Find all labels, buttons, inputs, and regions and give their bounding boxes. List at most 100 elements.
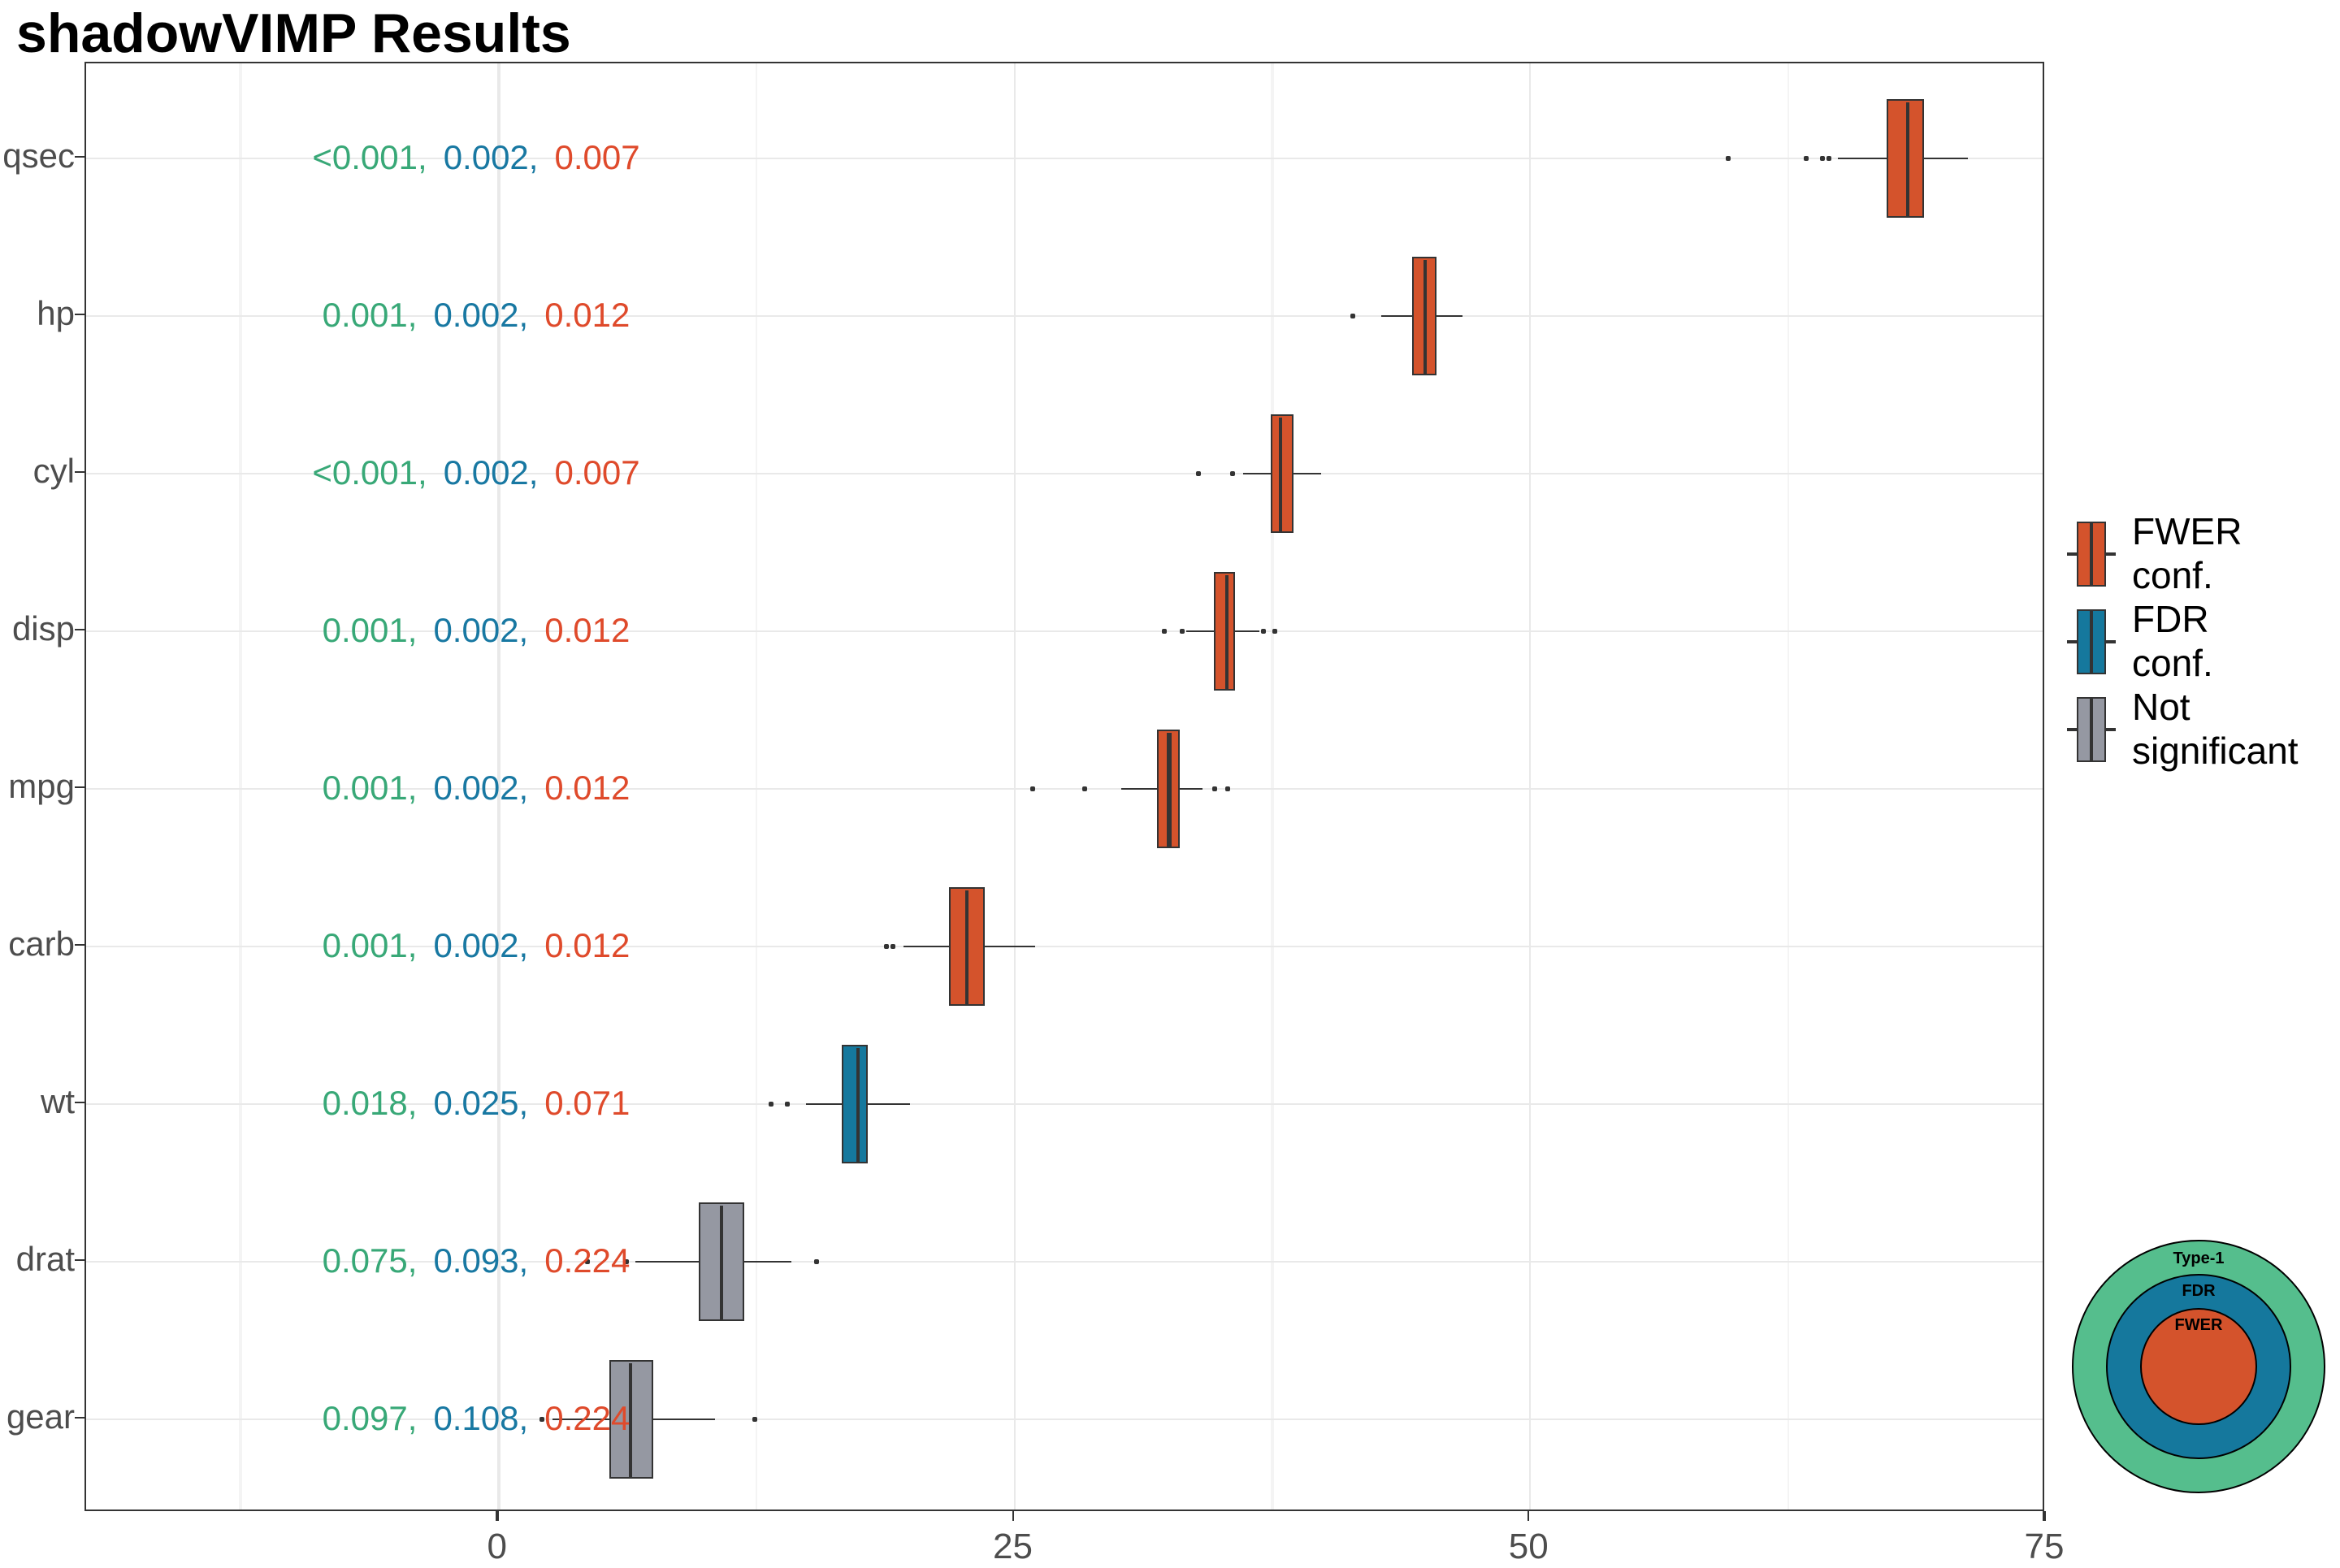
p-value-disp-2: 0.012 bbox=[544, 612, 630, 649]
p-value-cyl-2: 0.007 bbox=[554, 454, 640, 492]
p-value-label-mpg: 0.001, 0.002, 0.012 bbox=[265, 766, 687, 812]
outlier-dot-disp bbox=[1162, 629, 1168, 634]
legend-item-not-significant: Not significant bbox=[2067, 686, 2299, 773]
chart-title: shadowVIMP Results bbox=[16, 3, 571, 65]
p-value-qsec-1: 0.002, bbox=[443, 139, 539, 176]
outlier-dot-qsec bbox=[1826, 156, 1832, 161]
boxplot-median-wt bbox=[856, 1047, 860, 1161]
boxplot-key-icon bbox=[2067, 518, 2116, 590]
outlier-dot-cyl bbox=[1195, 471, 1201, 476]
p-value-hp-0: 0.001, bbox=[322, 297, 418, 334]
legend-item-fdr: FDR conf. bbox=[2067, 598, 2299, 686]
boxplot-median-disp bbox=[1224, 574, 1229, 688]
legend-label-line1: FWER bbox=[2132, 510, 2242, 552]
p-value-gear-0: 0.097, bbox=[322, 1400, 418, 1437]
p-value-wt-1: 0.025, bbox=[433, 1085, 529, 1122]
outlier-dot-mpg bbox=[1030, 786, 1036, 791]
p-value-label-drat: 0.075, 0.093, 0.224 bbox=[265, 1239, 687, 1284]
gridline-minor-vertical bbox=[1271, 63, 1274, 1510]
boxplot-key-icon bbox=[2067, 606, 2116, 678]
legend-label-line2: significant bbox=[2132, 730, 2299, 772]
gridline-major-vertical bbox=[497, 63, 500, 1510]
y-tick-label-hp: hp bbox=[37, 295, 75, 332]
p-value-drat-2: 0.224 bbox=[544, 1242, 630, 1280]
y-axis-tick-qsec bbox=[75, 155, 84, 158]
p-value-carb-0: 0.001, bbox=[322, 927, 418, 964]
p-value-cyl-0: <0.001, bbox=[312, 454, 427, 492]
legend: FWER conf. FDR conf. Not signi bbox=[2067, 510, 2299, 773]
outlier-dot-disp bbox=[1272, 629, 1277, 634]
y-axis-tick-wt bbox=[75, 1101, 84, 1104]
p-value-label-qsec: <0.001, 0.002, 0.007 bbox=[265, 136, 687, 181]
outlier-dot-qsec bbox=[1726, 156, 1731, 161]
boxplot-median-qsec bbox=[1905, 102, 1910, 215]
p-value-label-wt: 0.018, 0.025, 0.071 bbox=[265, 1081, 687, 1127]
outlier-dot-disp bbox=[1261, 629, 1267, 634]
x-tick-label-0: 0 bbox=[487, 1526, 508, 1566]
legend-label: FWER conf. bbox=[2132, 510, 2242, 598]
p-value-disp-1: 0.002, bbox=[433, 612, 529, 649]
gridline-major-horizontal bbox=[86, 314, 2043, 318]
x-axis-tick-0 bbox=[496, 1511, 499, 1521]
outlier-dot-gear bbox=[540, 1417, 545, 1422]
y-tick-label-drat: drat bbox=[15, 1241, 75, 1278]
outlier-dot-drat bbox=[584, 1259, 590, 1264]
gridline-major-vertical bbox=[1528, 63, 1532, 1510]
outlier-dot-qsec bbox=[1804, 156, 1809, 161]
p-value-label-disp: 0.001, 0.002, 0.012 bbox=[265, 609, 687, 654]
outlier-dot-gear bbox=[752, 1417, 757, 1422]
p-value-carb-1: 0.002, bbox=[433, 927, 529, 964]
gridline-minor-vertical bbox=[1787, 63, 1790, 1510]
key-median bbox=[2090, 522, 2093, 587]
gridline-major-horizontal bbox=[86, 157, 2043, 160]
x-tick-label-50: 50 bbox=[1508, 1526, 1549, 1566]
y-axis-tick-gear bbox=[75, 1416, 84, 1419]
y-axis-tick-carb bbox=[75, 943, 84, 946]
boxplot-median-carb bbox=[964, 890, 969, 1003]
venn-diagram: Type-1 FDR FWER bbox=[2072, 1240, 2325, 1493]
outlier-dot-drat bbox=[624, 1259, 630, 1264]
gridline-major-horizontal bbox=[86, 1260, 2043, 1263]
y-tick-label-qsec: qsec bbox=[2, 137, 75, 175]
gridline-major-horizontal bbox=[86, 472, 2043, 475]
gridline-major-horizontal bbox=[86, 630, 2043, 633]
boxplot-median-gear bbox=[628, 1362, 633, 1476]
legend-label: Not significant bbox=[2132, 686, 2299, 773]
outlier-dot-hp bbox=[1350, 314, 1355, 318]
outlier-dot-disp bbox=[1179, 629, 1185, 634]
key-median bbox=[2090, 697, 2093, 762]
boxplot-median-hp bbox=[1423, 259, 1428, 373]
y-axis-tick-mpg bbox=[75, 786, 84, 789]
gridline-major-horizontal bbox=[86, 1418, 2043, 1421]
gridline-minor-vertical bbox=[239, 63, 242, 1510]
p-value-mpg-2: 0.012 bbox=[544, 769, 630, 807]
x-axis-tick-75 bbox=[2043, 1511, 2046, 1521]
outlier-dot-cyl bbox=[1230, 471, 1236, 476]
p-value-cyl-1: 0.002, bbox=[443, 454, 539, 492]
p-value-carb-2: 0.012 bbox=[544, 927, 630, 964]
outlier-dot-qsec bbox=[1820, 156, 1826, 161]
gridline-major-horizontal bbox=[86, 945, 2043, 948]
legend-label-line2: conf. bbox=[2132, 642, 2213, 684]
p-value-label-gear: 0.097, 0.108, 0.224 bbox=[265, 1397, 687, 1442]
outlier-dot-carb bbox=[890, 944, 895, 949]
p-value-label-carb: 0.001, 0.002, 0.012 bbox=[265, 924, 687, 969]
venn-circle-fwer bbox=[2140, 1308, 2257, 1425]
outlier-dot-mpg bbox=[1224, 786, 1230, 791]
boxplot-key-icon bbox=[2067, 694, 2116, 765]
boxplot-median-drat bbox=[719, 1205, 724, 1319]
outlier-dot-wt bbox=[785, 1102, 791, 1107]
outlier-dot-carb bbox=[884, 944, 890, 949]
gridline-minor-vertical bbox=[755, 63, 758, 1510]
gridline-major-horizontal bbox=[86, 1102, 2043, 1106]
x-tick-label-25: 25 bbox=[993, 1526, 1033, 1566]
boxplot-box-disp bbox=[1214, 572, 1236, 691]
y-tick-label-disp: disp bbox=[11, 610, 75, 648]
boxplot-median-mpg bbox=[1167, 732, 1172, 846]
outlier-dot-mpg bbox=[1211, 786, 1217, 791]
venn-label-type1: Type-1 bbox=[2173, 1250, 2225, 1268]
outlier-dot-wt bbox=[768, 1102, 774, 1107]
p-value-mpg-0: 0.001, bbox=[322, 769, 418, 807]
p-value-qsec-2: 0.007 bbox=[554, 139, 640, 176]
key-median bbox=[2090, 609, 2093, 674]
